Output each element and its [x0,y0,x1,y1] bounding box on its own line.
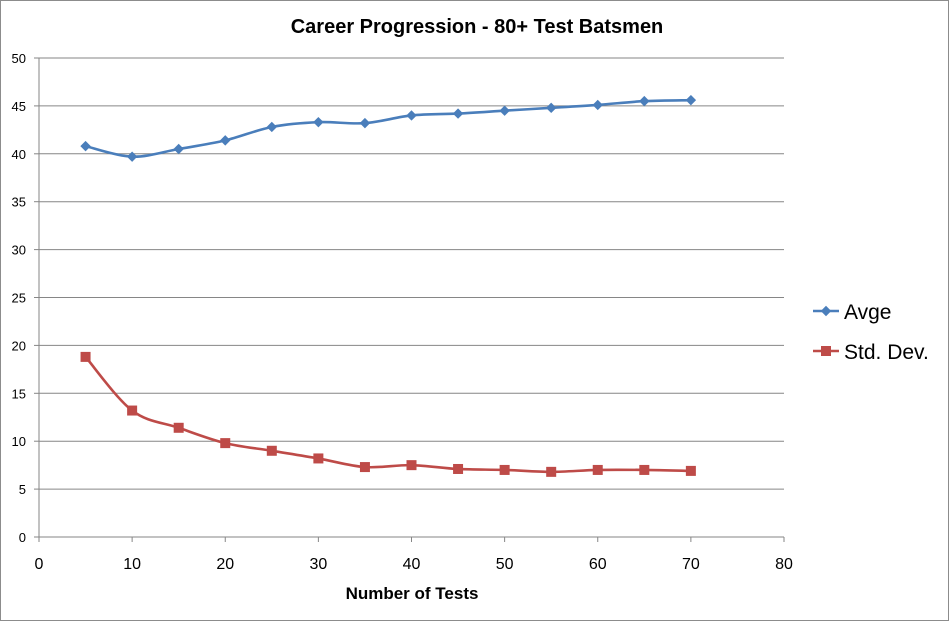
y-tick-label: 5 [19,482,26,497]
y-tick-label: 0 [19,530,26,545]
data-point-diamond [220,135,231,146]
data-point-diamond [406,110,417,121]
data-point-diamond [173,143,184,155]
legend: Avge Std. Dev. [813,301,929,364]
legend-item: Std. Dev. [813,341,929,364]
x-tick-label: 70 [682,556,700,573]
data-point-diamond [545,102,557,114]
y-tick-label: 30 [12,243,26,258]
y-tick-label: 10 [12,434,26,449]
data-point-square [406,460,417,471]
x-tick-label: 0 [35,556,44,573]
data-point-diamond [126,151,138,162]
data-point-square [453,463,464,474]
y-tick-label: 35 [12,195,26,210]
y-tick-label: 50 [12,51,26,66]
data-point-diamond [592,99,603,111]
series-avge [80,94,697,162]
series-std-dev [80,351,696,477]
axes: 0 5 10 15 20 25 30 35 40 45 50 0 10 20 30 40 50 60 70 80 [12,51,793,573]
data-point-square [685,465,696,476]
data-point-square [546,466,557,477]
data-point-square [127,405,138,416]
x-tick-label: 50 [496,556,514,573]
y-tick-label: 45 [12,99,26,114]
data-point-square [592,464,603,475]
data-point-diamond [685,94,697,106]
data-point-diamond [452,108,464,119]
data-point-diamond [499,105,510,116]
series-layer [80,94,697,477]
data-point-diamond [80,140,91,152]
legend-label: Avge [844,301,892,324]
chart-title: Career Progression - 80+ Test Batsmen [291,16,664,38]
data-point-square [80,351,91,362]
series-line [84,356,691,474]
data-point-square [639,464,650,475]
gridlines [39,57,784,490]
y-tick-label: 15 [12,386,26,401]
legend-marker-diamond [820,305,832,317]
x-axis-label: Number of Tests [346,584,479,603]
y-tick-label: 25 [12,291,26,306]
legend-item: Avge [813,301,892,324]
y-tick-label: 20 [12,338,26,353]
x-tick-label: 40 [403,556,421,573]
x-tick-label: 10 [123,556,141,573]
data-point-square [359,462,370,473]
data-point-diamond [313,116,324,128]
x-tick-label: 80 [775,556,793,573]
data-point-diamond [639,95,650,107]
data-point-square [313,453,324,464]
x-tick-label: 30 [309,556,327,573]
data-point-square [173,422,184,433]
legend-marker-square [821,346,831,356]
data-point-square [266,445,277,456]
legend-label: Std. Dev. [844,341,929,364]
data-point-square [499,464,510,475]
y-tick-label: 40 [12,147,26,162]
data-point-square [220,438,231,449]
data-point-diamond [359,117,371,129]
data-point-diamond [266,121,278,133]
x-tick-label: 60 [589,556,607,573]
x-tick-label: 20 [216,556,234,573]
